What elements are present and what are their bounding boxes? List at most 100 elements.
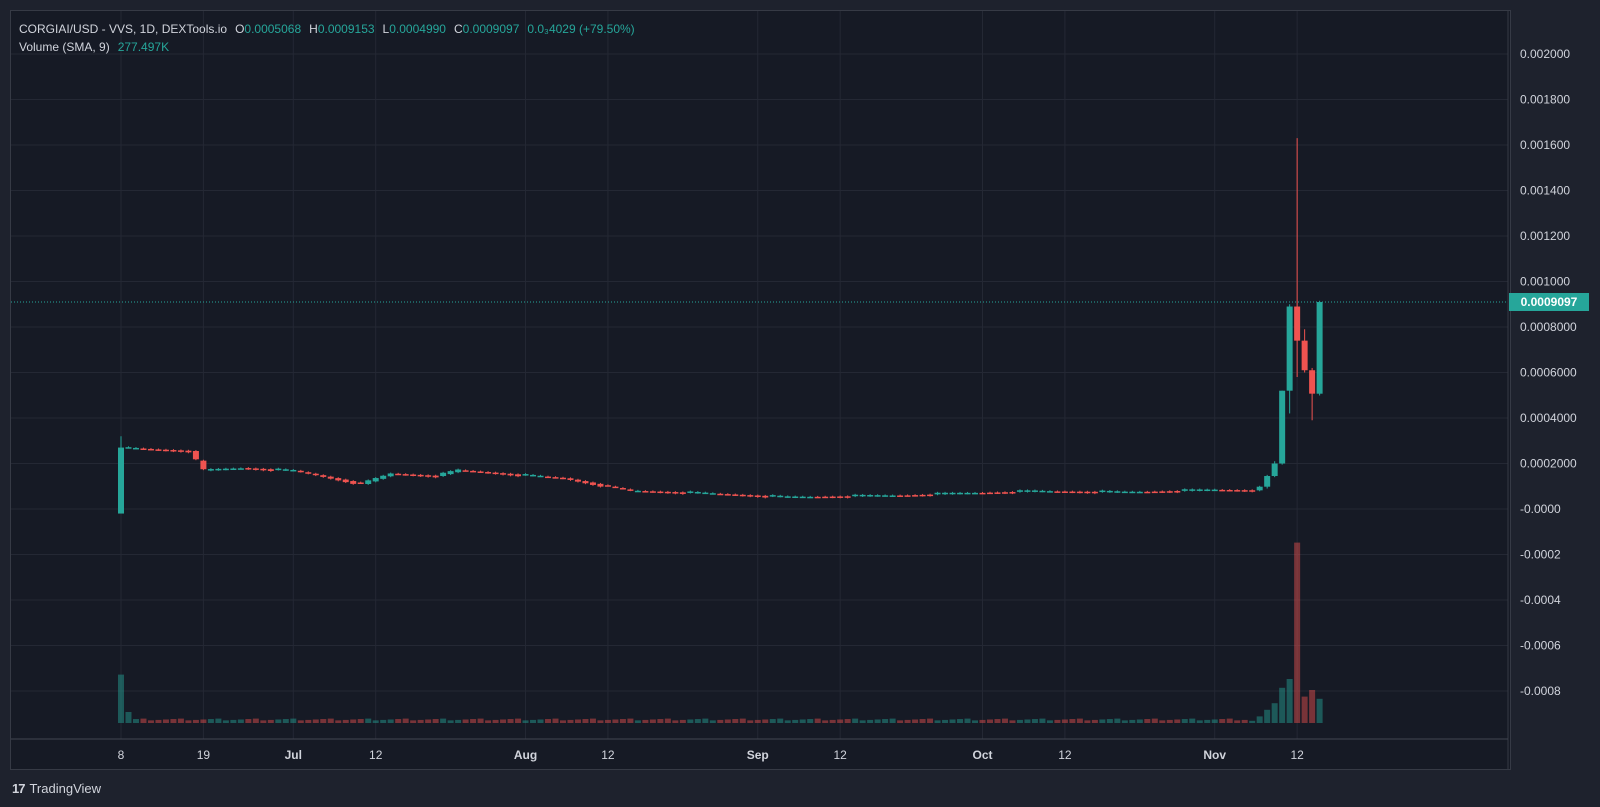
candle-body bbox=[972, 492, 979, 495]
candle-body bbox=[140, 448, 147, 450]
volume-bar bbox=[904, 719, 911, 723]
candle-body bbox=[357, 482, 364, 485]
volume-bar bbox=[260, 720, 267, 723]
price-tick-label: 0.002000 bbox=[1520, 47, 1570, 61]
volume-bar bbox=[889, 718, 896, 723]
symbol-title[interactable]: CORGIAI/USD - VVS, 1D, DEXTools.io bbox=[19, 22, 228, 36]
candle-body bbox=[245, 468, 252, 470]
candle-body bbox=[1196, 489, 1203, 491]
candle-body bbox=[462, 470, 469, 472]
volume-bar bbox=[395, 719, 402, 723]
candle-body bbox=[237, 468, 244, 470]
candle-body bbox=[687, 491, 694, 493]
high-value: 0.0009153 bbox=[317, 22, 375, 36]
volume-bar bbox=[530, 719, 537, 723]
volume-bar bbox=[769, 719, 776, 723]
candle-body bbox=[724, 494, 731, 496]
candle-body bbox=[762, 495, 769, 498]
candle-body bbox=[470, 470, 477, 473]
volume-bar bbox=[994, 719, 1001, 723]
volume-bar bbox=[1181, 719, 1188, 723]
volume-bar bbox=[432, 719, 439, 723]
candle-body bbox=[1309, 370, 1316, 394]
price-tick-label: 0.0002000 bbox=[1520, 457, 1577, 471]
candle-body bbox=[874, 495, 881, 497]
volume-bar bbox=[1151, 718, 1158, 723]
candle-body bbox=[215, 468, 222, 471]
candle-body bbox=[986, 492, 993, 495]
candle-body bbox=[792, 496, 799, 499]
time-tick-label: Nov bbox=[1203, 748, 1226, 762]
brand-name: TradingView bbox=[29, 780, 102, 796]
candle-body bbox=[365, 480, 372, 484]
candle-body bbox=[889, 495, 896, 497]
volume-bar bbox=[1316, 698, 1323, 723]
candle-body bbox=[230, 468, 237, 471]
volume-bar bbox=[1069, 719, 1076, 723]
candle-body bbox=[1016, 490, 1023, 492]
volume-bar bbox=[1129, 719, 1136, 723]
candle-body bbox=[574, 479, 581, 482]
volume-bar bbox=[567, 719, 574, 723]
volume-bar bbox=[882, 719, 889, 723]
volume-bar bbox=[507, 719, 514, 723]
volume-bar bbox=[1121, 720, 1128, 723]
volume-bar bbox=[657, 719, 664, 723]
price-axis[interactable]: 0.002000 0.001800 0.001600 0.001400 0.001200… bbox=[1520, 47, 1577, 698]
volume-row: Volume (SMA, 9) 277.497K bbox=[19, 38, 635, 56]
volume-label[interactable]: Volume (SMA, 9) bbox=[19, 40, 110, 54]
candle-body bbox=[619, 488, 626, 490]
candle-body bbox=[1151, 491, 1158, 494]
volume-bar bbox=[1091, 719, 1098, 723]
candle-body bbox=[432, 475, 439, 478]
volume-bar bbox=[1136, 719, 1143, 723]
open-value: 0.0005068 bbox=[244, 22, 302, 36]
volume-bar bbox=[702, 718, 709, 723]
volume-bar bbox=[267, 719, 274, 723]
volume-bar bbox=[215, 718, 222, 723]
volume-bar bbox=[919, 719, 926, 723]
candle-body bbox=[837, 496, 844, 498]
candle-body bbox=[1136, 491, 1143, 494]
candle-body bbox=[919, 494, 926, 497]
candle-body bbox=[1129, 491, 1136, 494]
candle-body bbox=[1204, 489, 1211, 492]
volume-bar bbox=[642, 719, 649, 723]
tradingview-logo-icon: 17 bbox=[12, 780, 26, 796]
candle-body bbox=[177, 450, 184, 452]
candle-body bbox=[814, 496, 821, 499]
volume-bar bbox=[709, 720, 716, 723]
candle-body bbox=[882, 495, 889, 497]
candle-body bbox=[739, 494, 746, 497]
volume-bar bbox=[912, 719, 919, 723]
price-tick-label: 0.001000 bbox=[1520, 275, 1570, 289]
candle-body bbox=[275, 468, 282, 471]
volume-bar bbox=[822, 720, 829, 723]
volume-bar bbox=[1226, 718, 1233, 723]
price-tick-label: 0.001600 bbox=[1520, 138, 1570, 152]
candle-body bbox=[545, 476, 552, 479]
volume-bar bbox=[155, 719, 162, 723]
volume-bar bbox=[417, 719, 424, 723]
price-tick-label: 0.0006000 bbox=[1520, 366, 1577, 380]
candle-body bbox=[125, 447, 132, 449]
candle-body bbox=[657, 491, 664, 494]
high-label: H bbox=[309, 22, 318, 36]
volume-bars bbox=[118, 542, 1323, 723]
volume-value: 277.497K bbox=[117, 40, 170, 54]
candle-body bbox=[335, 478, 342, 481]
candle-body bbox=[1189, 489, 1196, 491]
time-axis[interactable]: 8 19 Jul 12 Aug 12 Sep 12 Oct 12 Nov 12 bbox=[118, 748, 1304, 762]
candle-body bbox=[507, 473, 514, 476]
volume-bar bbox=[245, 719, 252, 723]
candle-body bbox=[1279, 390, 1286, 464]
candle-body bbox=[747, 495, 754, 497]
time-tick-label: 8 bbox=[118, 748, 125, 762]
time-tick-label: 12 bbox=[1058, 748, 1072, 762]
volume-bar bbox=[1159, 720, 1166, 723]
volume-bar bbox=[934, 720, 941, 723]
candle-body bbox=[844, 496, 851, 498]
tradingview-brand[interactable]: 17 TradingView bbox=[12, 780, 101, 796]
grid-lines bbox=[11, 11, 1508, 739]
